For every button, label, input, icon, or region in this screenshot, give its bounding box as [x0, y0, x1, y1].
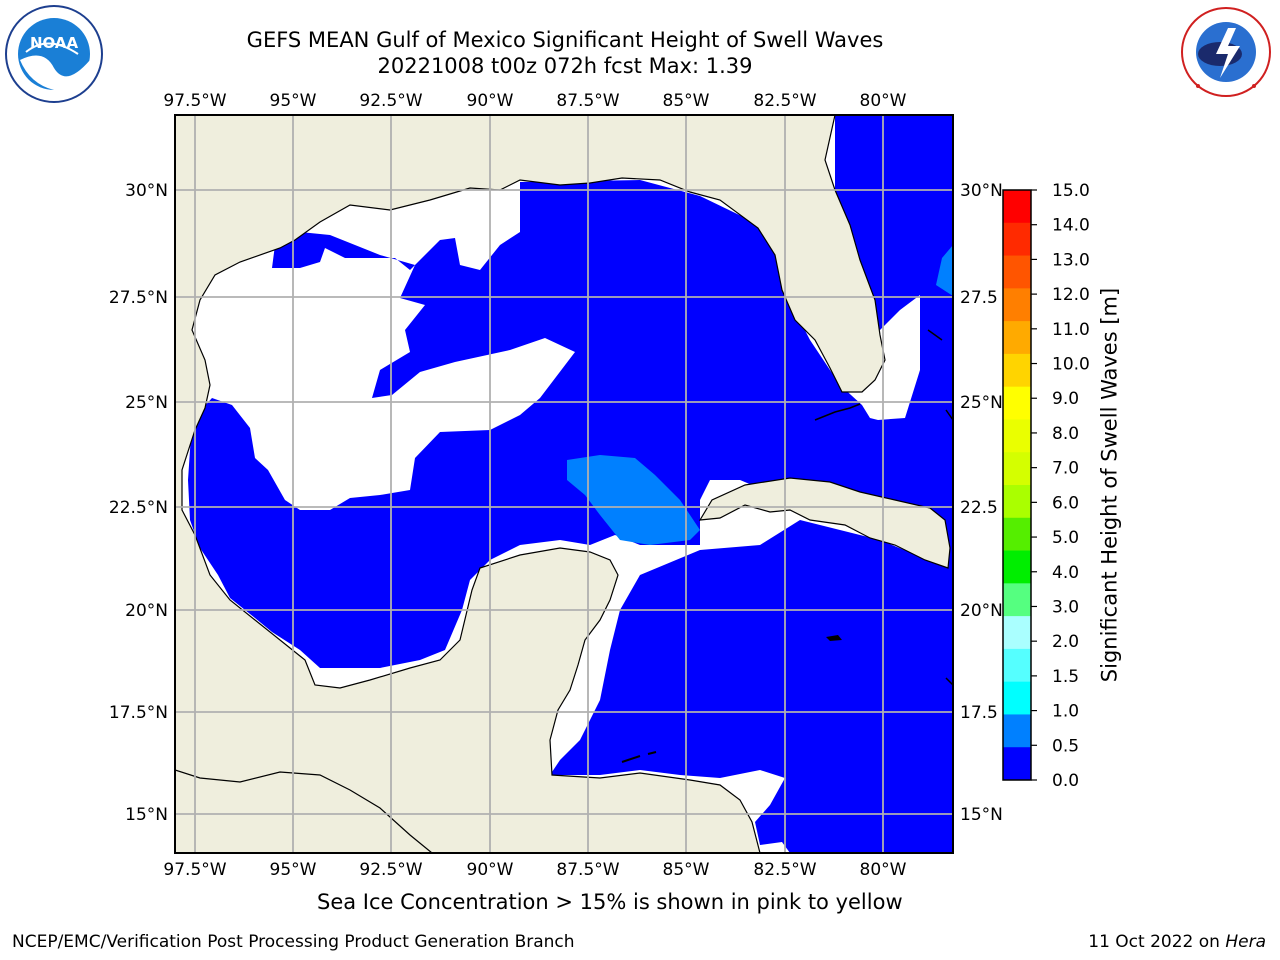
swell-field-gulf [188, 180, 953, 668]
swell-field-caribbean [550, 520, 953, 853]
colorbar-tick-label: 9.0 [1052, 389, 1079, 409]
lon-label-top: 95°W [270, 91, 317, 111]
colorbar-swatch [1003, 714, 1031, 748]
colorbar-tick-label: 1.0 [1052, 702, 1079, 722]
lat-label-left: 15°N [125, 805, 168, 825]
colorbar-label-wrap: Significant Height of Swell Waves [m] [1075, 190, 1145, 780]
lon-label-bottom: 87.5°W [556, 860, 619, 880]
swell-field-atlantic-mid [936, 245, 953, 296]
colorbar-tick-label: 13.0 [1052, 250, 1090, 270]
lon-label-bottom: 80°W [860, 860, 907, 880]
lon-label-top: 80°W [860, 91, 907, 111]
lon-label-bottom: 95°W [270, 860, 317, 880]
colorbar-tick-label: 8.0 [1052, 424, 1079, 444]
lon-label-bottom: 85°W [663, 860, 710, 880]
colorbar-swatch [1003, 485, 1031, 519]
colorbar-tick-label: 7.0 [1052, 459, 1079, 479]
lon-label-bottom: 92.5°W [359, 860, 422, 880]
colorbar-tick-label: 2.0 [1052, 632, 1079, 652]
colorbar-swatch [1003, 321, 1031, 355]
lon-label-top: 87.5°W [556, 91, 619, 111]
lat-label-left: 25°N [125, 393, 168, 413]
lat-label-left: 20°N [125, 601, 168, 621]
lat-label-right: 17.5 [960, 703, 998, 723]
credit-date: 11 Oct 2022 on Hera [1088, 932, 1266, 952]
map-frame [174, 114, 954, 854]
colorbar-swatch [1003, 353, 1031, 388]
colorbar-swatch [1003, 288, 1031, 322]
colorbar-label: Significant Height of Swell Waves [m] [1097, 287, 1122, 683]
colorbar-swatch [1003, 517, 1031, 552]
lat-label-right: 27.5 [960, 288, 998, 308]
nws-logo [1181, 7, 1271, 97]
colorbar-swatch [1003, 255, 1031, 289]
colorbar-swatch [1003, 222, 1031, 257]
colorbar-swatch [1003, 452, 1031, 486]
land-bahamas [927, 329, 953, 686]
colorbar-swatch [1003, 550, 1031, 584]
lat-label-right: 30°N [960, 181, 1003, 201]
colorbar-tick-label: 14.0 [1052, 216, 1090, 236]
colorbar-swatch [1003, 190, 1031, 224]
land-jamaica [826, 635, 842, 641]
lat-label-left: 17.5°N [109, 703, 168, 723]
land-honduras-islands [621, 751, 657, 763]
lon-label-bottom: 82.5°W [753, 860, 816, 880]
colorbar-tick-label: 0.5 [1052, 736, 1079, 756]
land-florida-keys [814, 403, 861, 421]
colorbar-swatch [1003, 583, 1031, 617]
colorbar-swatch [1003, 386, 1031, 420]
colorbar-tick-label: 11.0 [1052, 320, 1090, 340]
lat-label-right: 20°N [960, 601, 1003, 621]
lat-label-left: 27.5°N [109, 288, 168, 308]
colorbar-frame [1002, 189, 1032, 781]
lon-label-top: 82.5°W [753, 91, 816, 111]
lon-label-top: 92.5°W [359, 91, 422, 111]
colorbar-tick-label: 15.0 [1052, 181, 1090, 201]
colorbar-swatch [1003, 648, 1031, 683]
colorbar-tick-label: 6.0 [1052, 493, 1079, 513]
lon-label-top: 85°W [663, 91, 710, 111]
credit-host: Hera [1225, 932, 1266, 952]
colorbar-tick-label: 0.0 [1052, 771, 1079, 791]
colorbar-tick-label: 5.0 [1052, 528, 1079, 548]
colorbar-tick-label: 10.0 [1052, 355, 1090, 375]
lat-label-left: 22.5°N [109, 498, 168, 518]
lon-label-top: 97.5°W [163, 91, 226, 111]
colorbar-swatch [1003, 681, 1031, 715]
land-pacific-coast [175, 769, 433, 853]
lon-label-top: 90°W [467, 91, 514, 111]
colorbar-tick-label: 12.0 [1052, 285, 1090, 305]
land-north-america [175, 115, 886, 853]
colorbar-tick-label: 4.0 [1052, 563, 1079, 583]
swell-field-mid-gulf [567, 455, 700, 545]
credit-branch: NCEP/EMC/Verification Post Processing Pr… [12, 932, 575, 952]
lat-label-right: 15°N [960, 805, 1003, 825]
colorbar-tick-label: 3.0 [1052, 597, 1079, 617]
chart-subtitle: 20221008 t00z 072h fcst Max: 1.39 [377, 54, 753, 78]
sea-ice-footnote: Sea Ice Concentration > 15% is shown in … [317, 890, 903, 914]
noaa-logo: NOAA [5, 5, 103, 103]
colorbar-swatch [1003, 419, 1031, 453]
lon-label-bottom: 90°W [467, 860, 514, 880]
chart-title: GEFS MEAN Gulf of Mexico Significant Hei… [246, 28, 884, 52]
credit-date-text: 11 Oct 2022 on [1088, 932, 1226, 952]
colorbar-swatch [1003, 616, 1031, 650]
noaa-logo-text: NOAA [30, 34, 79, 52]
colorbar-swatch [1003, 747, 1031, 781]
lat-label-left: 30°N [125, 181, 168, 201]
land-cuba [698, 477, 951, 569]
lat-label-right: 22.5 [960, 498, 998, 518]
colorbar-tick-label: 1.5 [1052, 667, 1079, 687]
lat-label-right: 25°N [960, 393, 1003, 413]
lon-label-bottom: 97.5°W [163, 860, 226, 880]
